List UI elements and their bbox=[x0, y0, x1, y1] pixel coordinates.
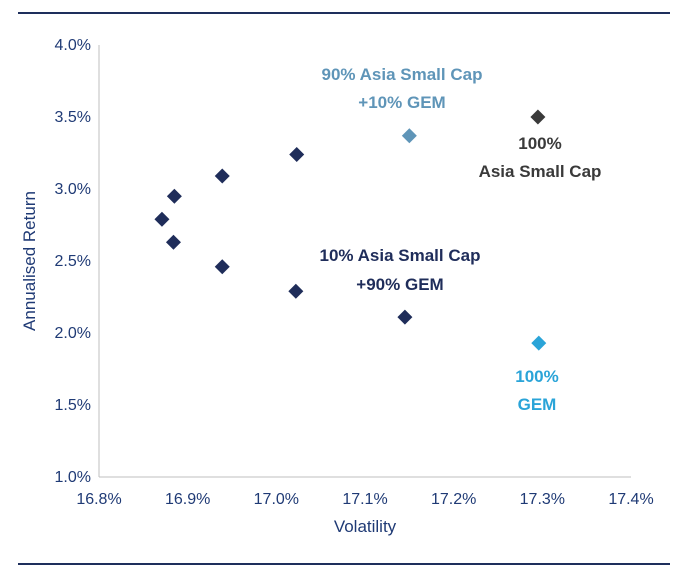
annotation-label: 100% GEM bbox=[515, 367, 558, 414]
x-tick-label: 17.0% bbox=[254, 491, 299, 508]
annotation-label: 100% Asia Small Cap bbox=[479, 134, 602, 181]
y-tick-label: 3.0% bbox=[55, 181, 91, 198]
annotation-line: 100% bbox=[515, 367, 558, 386]
annotation-label: 10% Asia Small Cap +90% GEM bbox=[320, 246, 481, 294]
annotation-line: 100% bbox=[518, 134, 561, 153]
x-tick-label: 16.8% bbox=[76, 491, 121, 508]
annotations: 90% Asia Small Cap +10% GEM 100% Asia Small… bbox=[320, 65, 602, 414]
x-axis-ticks: 16.8% 16.9% 17.0% 17.1% 17.2% 17.3% 17.4% bbox=[76, 491, 653, 508]
x-tick-label: 17.3% bbox=[520, 491, 565, 508]
data-point bbox=[154, 211, 170, 227]
x-tick-label: 17.2% bbox=[431, 491, 476, 508]
data-point bbox=[531, 335, 547, 351]
data-point bbox=[165, 234, 181, 250]
y-tick-label: 1.0% bbox=[55, 469, 91, 486]
x-tick-label: 16.9% bbox=[165, 491, 210, 508]
x-axis-title: Volatility bbox=[334, 517, 397, 536]
annotation-line: 90% Asia Small Cap bbox=[322, 65, 483, 84]
data-point bbox=[214, 168, 230, 184]
annotation-line: GEM bbox=[518, 395, 557, 414]
y-tick-label: 2.0% bbox=[55, 325, 91, 342]
data-point bbox=[166, 188, 182, 204]
bottom-rule bbox=[18, 563, 670, 565]
annotation-label: 90% Asia Small Cap +10% GEM bbox=[322, 65, 483, 112]
x-tick-label: 17.1% bbox=[342, 491, 387, 508]
y-tick-label: 4.0% bbox=[55, 37, 91, 54]
y-axis-title: Annualised Return bbox=[20, 191, 39, 331]
data-point bbox=[289, 146, 305, 162]
annotation-line: Asia Small Cap bbox=[479, 162, 602, 181]
data-point bbox=[214, 259, 230, 275]
top-rule bbox=[18, 12, 670, 14]
annotation-line: +90% GEM bbox=[356, 275, 443, 294]
data-point bbox=[530, 109, 546, 125]
data-point bbox=[288, 283, 304, 299]
y-tick-label: 2.5% bbox=[55, 253, 91, 270]
x-tick-label: 17.4% bbox=[608, 491, 653, 508]
y-axis-ticks: 1.0% 1.5% 2.0% 2.5% 3.0% 3.5% 4.0% bbox=[55, 37, 91, 486]
data-point bbox=[401, 128, 417, 144]
y-tick-label: 1.5% bbox=[55, 397, 91, 414]
y-tick-label: 3.5% bbox=[55, 109, 91, 126]
data-point bbox=[397, 309, 413, 325]
data-points bbox=[154, 109, 547, 351]
annotation-line: +10% GEM bbox=[358, 93, 445, 112]
annotation-line: 10% Asia Small Cap bbox=[320, 246, 481, 265]
